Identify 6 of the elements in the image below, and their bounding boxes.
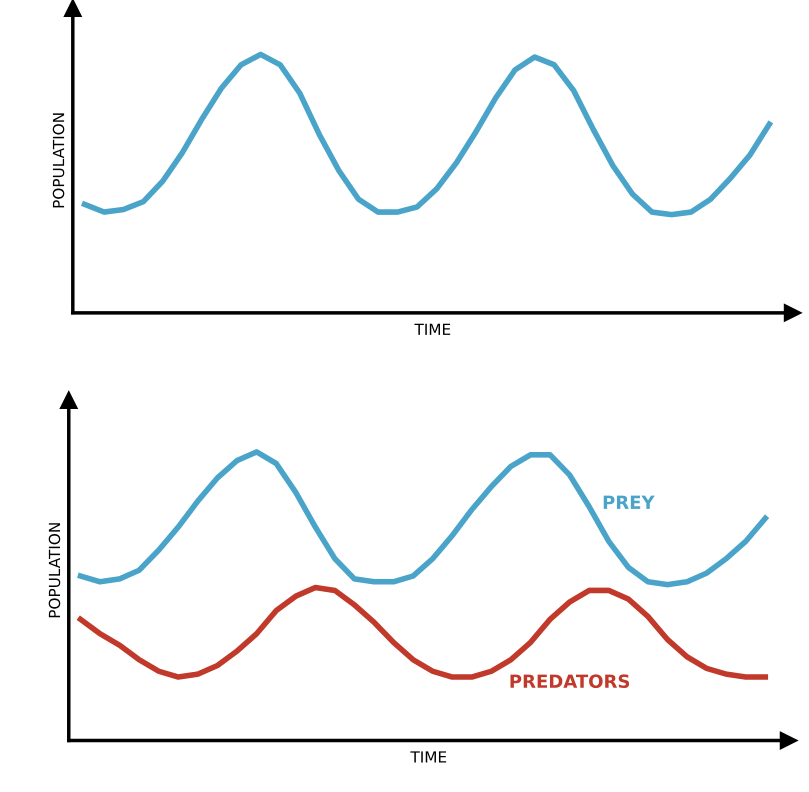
series-label: PREDATORS bbox=[510, 674, 630, 688]
x-axis-title: TIME bbox=[414, 324, 450, 335]
y-axis-title: POPULATION bbox=[48, 523, 60, 618]
series-label: PREY bbox=[604, 496, 655, 509]
x-axis-title: TIME bbox=[410, 751, 446, 763]
y-axis-title: POPULATION bbox=[52, 113, 64, 208]
